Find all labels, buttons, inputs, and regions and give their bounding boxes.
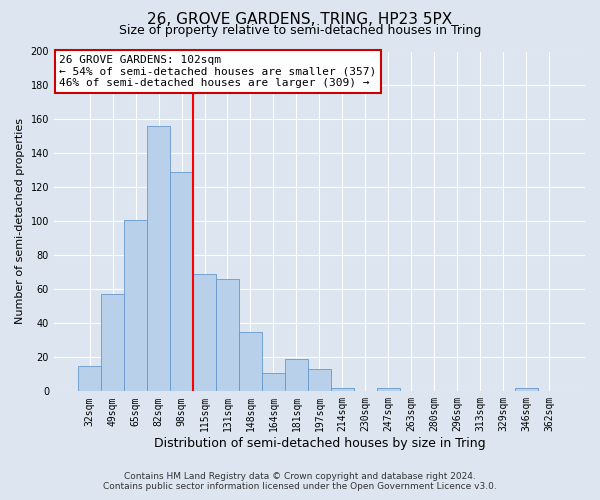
Bar [147,126,170,392]
Bar [515,388,538,392]
X-axis label: Distribution of semi-detached houses by size in Tring: Distribution of semi-detached houses by … [154,437,485,450]
Bar [78,366,101,392]
Bar [262,372,285,392]
Bar [193,274,216,392]
Bar [101,294,124,392]
Bar [377,388,400,392]
Bar [285,359,308,392]
Bar [170,172,193,392]
Bar [124,220,147,392]
Text: Contains HM Land Registry data © Crown copyright and database right 2024.
Contai: Contains HM Land Registry data © Crown c… [103,472,497,491]
Text: 26, GROVE GARDENS, TRING, HP23 5PX: 26, GROVE GARDENS, TRING, HP23 5PX [148,12,452,28]
Text: 26 GROVE GARDENS: 102sqm
← 54% of semi-detached houses are smaller (357)
46% of : 26 GROVE GARDENS: 102sqm ← 54% of semi-d… [59,55,376,88]
Bar [308,369,331,392]
Y-axis label: Number of semi-detached properties: Number of semi-detached properties [15,118,25,324]
Bar [239,332,262,392]
Text: Size of property relative to semi-detached houses in Tring: Size of property relative to semi-detach… [119,24,481,37]
Bar [331,388,354,392]
Bar [216,279,239,392]
